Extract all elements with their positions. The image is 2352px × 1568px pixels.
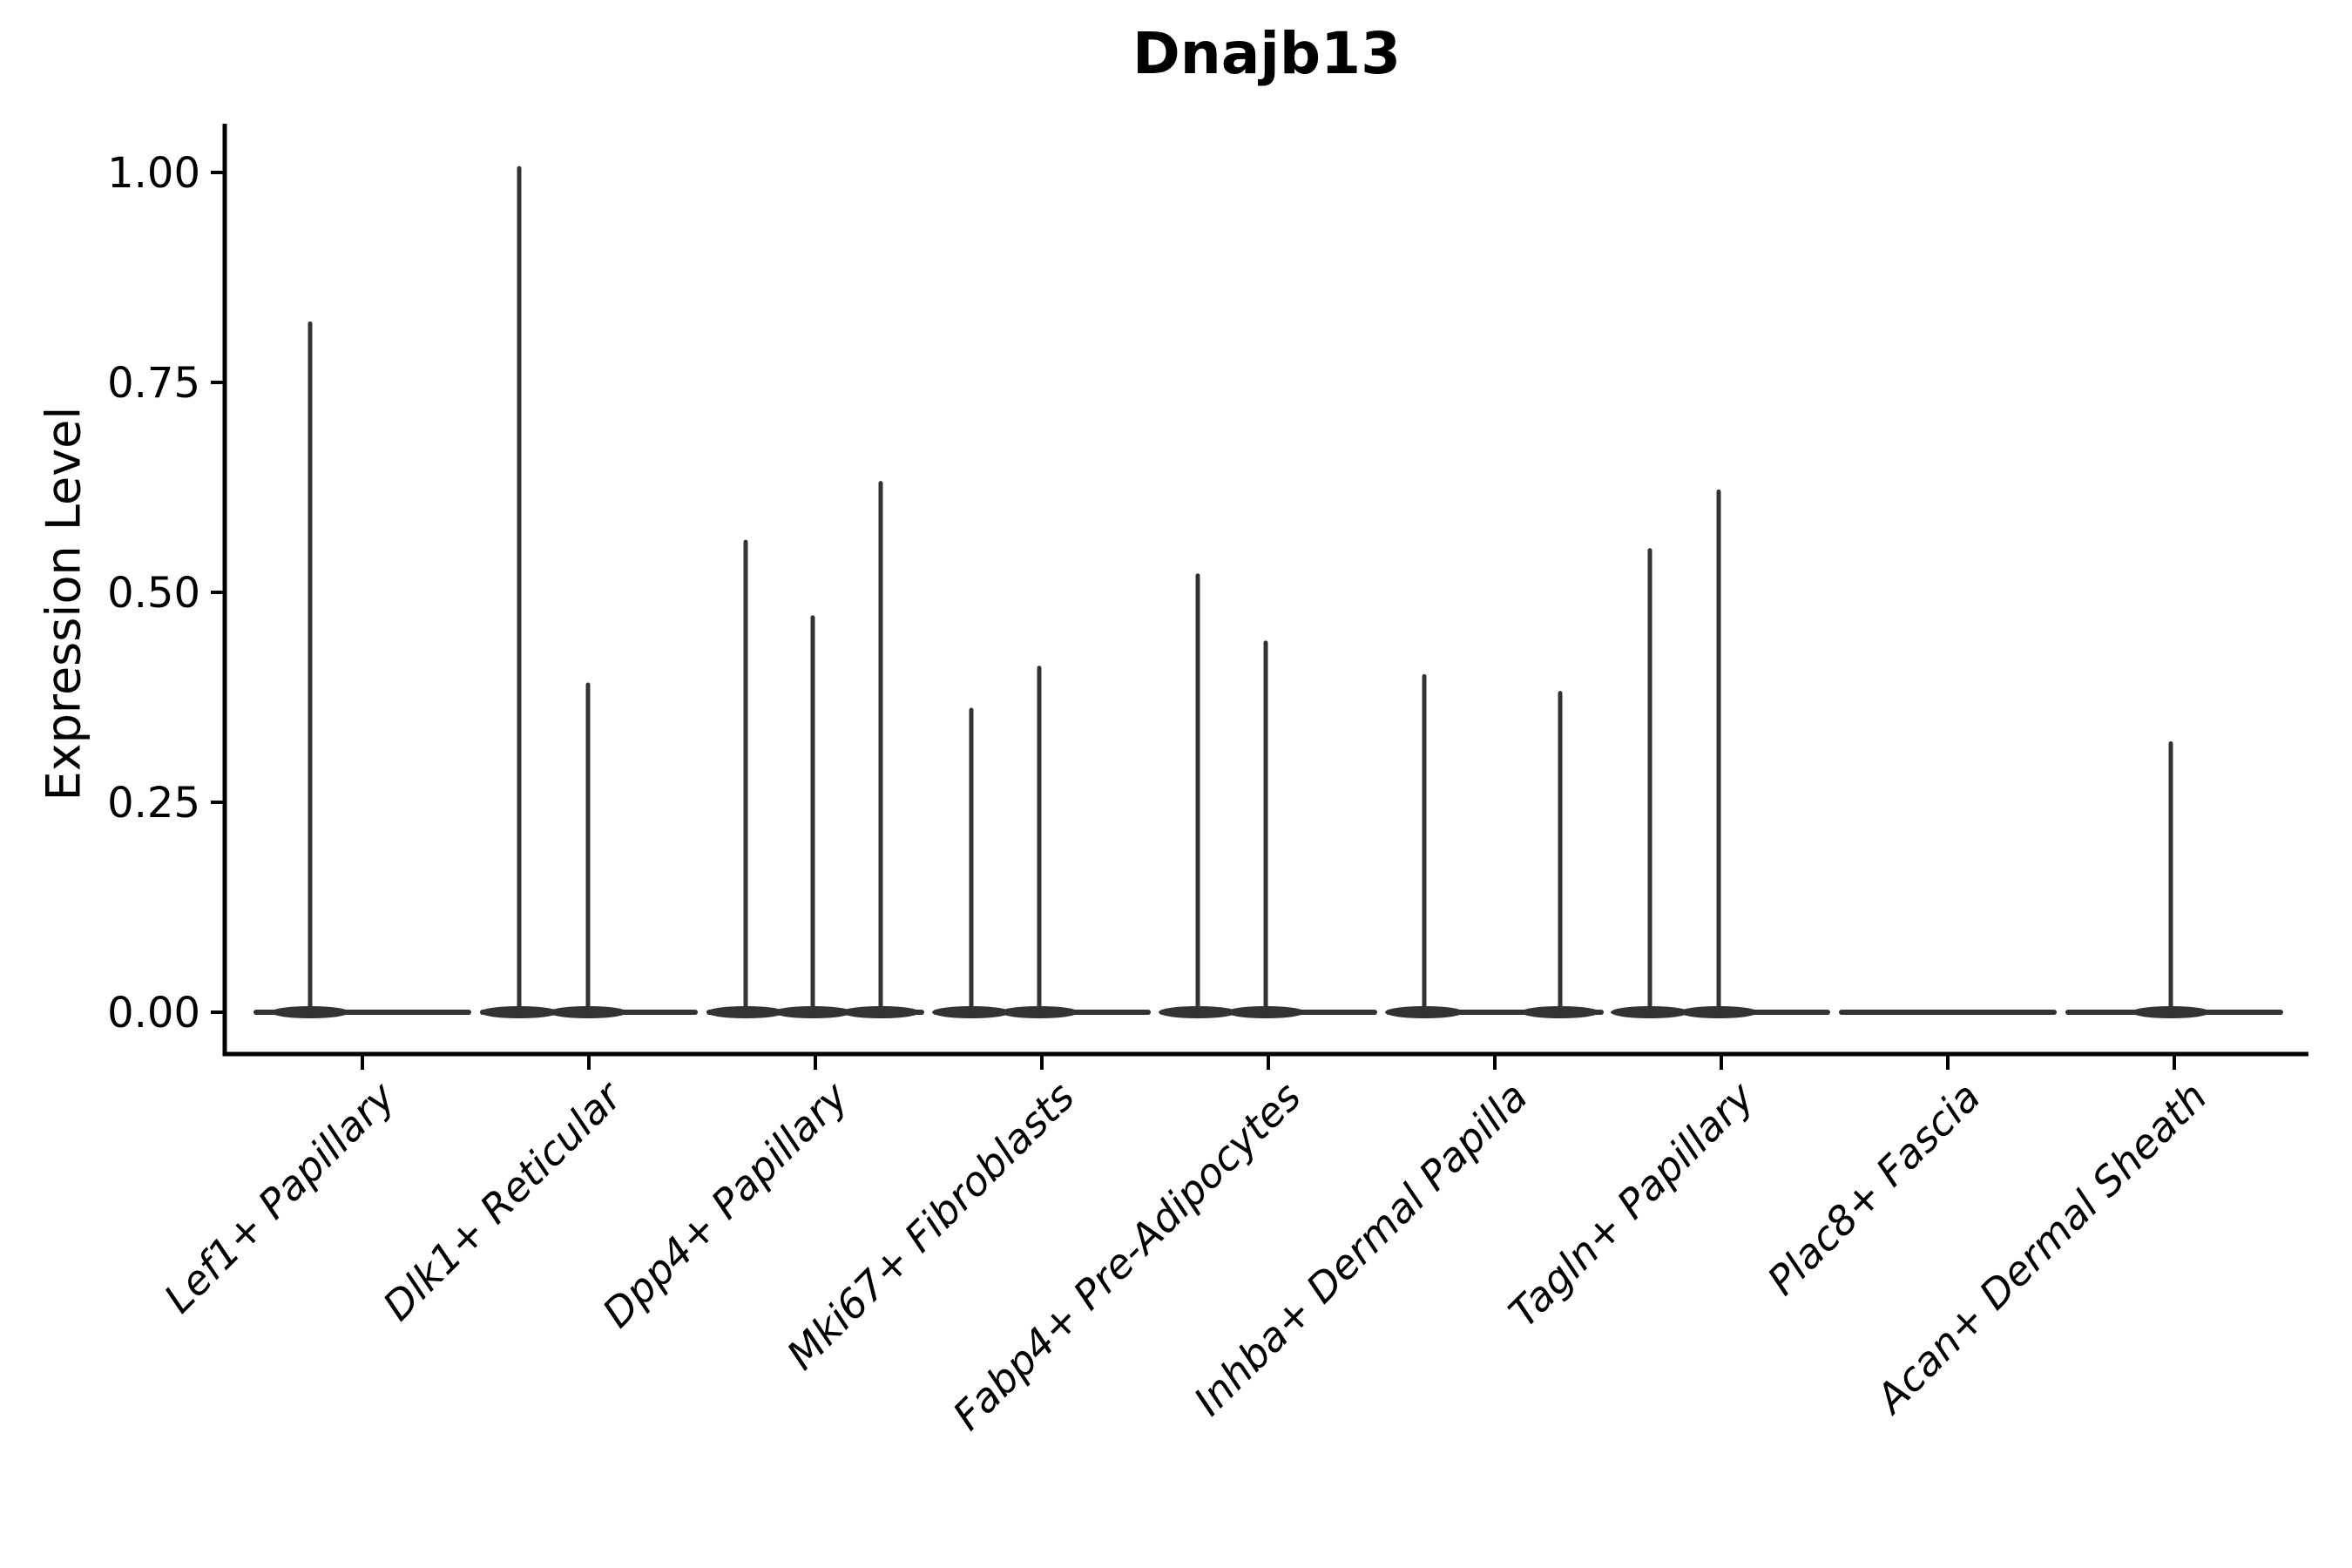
y-tick-label: 0.50 bbox=[107, 569, 200, 618]
x-tick-label: Plac8+ Fascia bbox=[1758, 1073, 1989, 1304]
y-tick-label: 0.00 bbox=[107, 989, 200, 1037]
y-tick-label: 0.25 bbox=[107, 779, 200, 828]
y-tick-label: 0.75 bbox=[107, 359, 200, 408]
x-tick-label: Dlk1+ Reticular bbox=[374, 1071, 632, 1329]
chart-title: Dnajb13 bbox=[1132, 20, 1402, 87]
x-tick-label: Lef1+ Papillary bbox=[155, 1072, 404, 1321]
x-tick-label: Tagln+ Papillary bbox=[1499, 1072, 1763, 1336]
y-tick-label: 1.00 bbox=[107, 149, 200, 198]
x-tick-label: Dpp4+ Papillary bbox=[593, 1072, 857, 1336]
